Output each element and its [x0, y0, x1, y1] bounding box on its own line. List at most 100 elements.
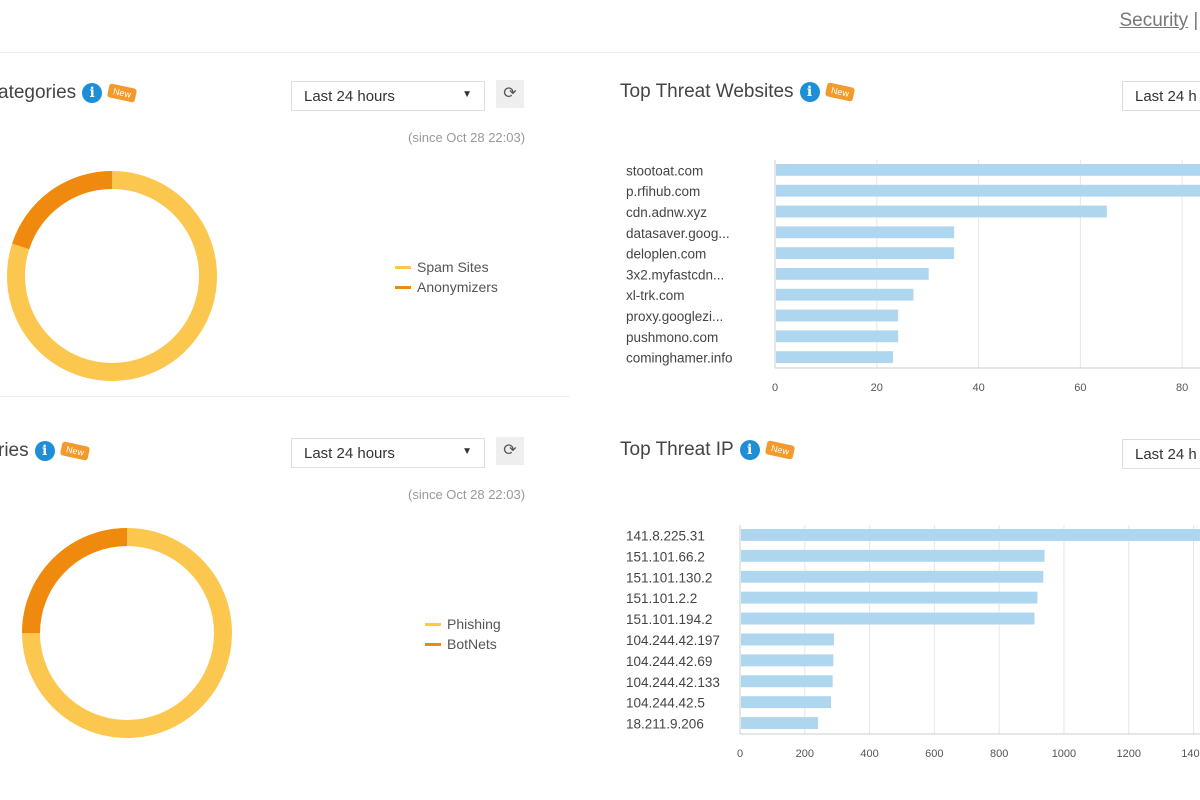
- time-range-select[interactable]: Last 24 hours ▼: [291, 81, 485, 111]
- x-tick-label: 40: [972, 382, 984, 394]
- legend-swatch: [425, 642, 441, 646]
- donut-chart: [22, 528, 232, 738]
- category-label: 151.101.130.2: [626, 570, 712, 585]
- panel-title: ategories i New: [0, 82, 138, 104]
- top-websites-chart: 0 20 40 60 80 stootoat.com p.rfihub.com cdn.adn…: [626, 160, 1200, 394]
- time-range-select[interactable]: Last 24 hours ▼: [291, 438, 485, 468]
- bar: [776, 247, 955, 259]
- category-label: 104.244.42.5: [626, 696, 705, 711]
- category-label: 104.244.42.197: [626, 633, 720, 648]
- legend-label: Phishing: [447, 616, 501, 632]
- donut-slice-botnets: [22, 528, 232, 738]
- bar: [776, 164, 1200, 176]
- chevron-down-icon: ▼: [462, 89, 472, 100]
- refresh-icon: ⟳: [503, 442, 517, 459]
- chevron-down-icon: ▼: [462, 446, 472, 457]
- select-value: Last 24 h: [1135, 446, 1197, 463]
- refresh-button[interactable]: ⟳: [496, 80, 524, 108]
- panel-title-text: Top Threat IP: [620, 439, 734, 460]
- panel-title: Top Threat IP i New: [620, 439, 795, 461]
- top-nav: Security | Ma: [1119, 10, 1200, 32]
- x-tick-label: 0: [772, 382, 778, 394]
- legend-label: Spam Sites: [417, 259, 489, 275]
- bar: [776, 309, 899, 322]
- bar: [741, 654, 834, 667]
- refresh-button[interactable]: ⟳: [496, 437, 524, 465]
- category-label: proxy.googlezi...: [626, 309, 723, 324]
- refresh-icon: ⟳: [503, 85, 517, 102]
- since-label: (since Oct 28 22:03): [408, 487, 526, 502]
- category-label: 141.8.225.31: [626, 528, 705, 543]
- x-tick-label: 600: [925, 748, 943, 760]
- x-tick-label: 1400: [1181, 748, 1200, 760]
- panel-title-text: ries: [0, 440, 29, 461]
- bar: [741, 570, 1044, 583]
- new-badge: New: [764, 440, 795, 460]
- bar: [741, 717, 819, 729]
- x-tick-label: 0: [737, 748, 743, 760]
- bar: [741, 612, 1035, 625]
- bar: [741, 549, 1045, 562]
- bar: [776, 205, 1107, 218]
- category-label: 3x2.myfastcdn...: [626, 267, 724, 282]
- info-icon[interactable]: i: [34, 441, 55, 461]
- category-label: 104.244.42.133: [626, 675, 720, 690]
- panel-title: Top Threat Websites i New: [620, 81, 855, 103]
- category-label: 151.101.66.2: [626, 549, 705, 564]
- bar: [741, 675, 833, 688]
- time-range-select[interactable]: Last 24 h: [1122, 439, 1200, 469]
- top-ip-chart: 0 200 400 600 800 1000 1200 1400 141.8.225.31 151…: [626, 525, 1200, 760]
- legend-item[interactable]: Phishing: [425, 616, 501, 632]
- x-tick-label: 200: [796, 748, 814, 760]
- x-tick-label: 1000: [1052, 748, 1076, 760]
- info-icon[interactable]: i: [799, 82, 820, 102]
- categories-panel: [0, 60, 570, 397]
- category-label: cdn.adnw.xyz: [626, 205, 707, 220]
- category-label: p.rfihub.com: [626, 184, 700, 199]
- category-label: cominghamer.info: [626, 351, 733, 366]
- legend-swatch: [425, 622, 441, 626]
- new-badge: New: [107, 83, 138, 103]
- legend-item[interactable]: Anonymizers: [395, 279, 498, 295]
- x-tick-label: 60: [1074, 382, 1086, 394]
- legend-label: Anonymizers: [417, 279, 498, 295]
- category-label: 18.211.9.206: [626, 717, 704, 732]
- panel-title: ries i New: [0, 440, 90, 462]
- info-icon[interactable]: i: [82, 83, 103, 103]
- bar: [776, 226, 955, 239]
- select-value: Last 24 h: [1135, 88, 1197, 105]
- x-tick-label: 1200: [1116, 748, 1140, 760]
- new-badge: New: [59, 441, 90, 461]
- x-tick-label: 20: [871, 382, 883, 394]
- legend-item[interactable]: Spam Sites: [395, 259, 498, 275]
- donut-chart: [7, 171, 217, 381]
- bar: [741, 633, 834, 646]
- bar: [776, 351, 894, 363]
- security-link[interactable]: Security: [1119, 10, 1189, 31]
- category-label: 104.244.42.69: [626, 654, 712, 669]
- x-tick-label: 400: [860, 748, 878, 760]
- info-icon[interactable]: i: [739, 440, 760, 460]
- legend-label: BotNets: [447, 636, 497, 652]
- legend-item[interactable]: BotNets: [425, 636, 501, 652]
- separator: |: [1193, 10, 1199, 31]
- bar: [776, 288, 914, 301]
- category-label: stootoat.com: [626, 163, 703, 178]
- category-label: 151.101.194.2: [626, 612, 712, 627]
- panel-title-text: ategories: [0, 82, 77, 103]
- bar: [776, 330, 899, 343]
- bar: [741, 696, 832, 709]
- select-value: Last 24 hours: [304, 445, 395, 462]
- bar: [741, 591, 1038, 604]
- legend-swatch: [395, 265, 411, 269]
- legend: Phishing BotNets: [425, 616, 501, 656]
- x-tick-label: 80: [1176, 382, 1188, 394]
- time-range-select[interactable]: Last 24 h: [1122, 81, 1200, 111]
- category-label: deloplen.com: [626, 247, 706, 262]
- since-label: (since Oct 28 22:03): [408, 130, 526, 145]
- x-tick-label: 800: [990, 748, 1008, 760]
- new-badge: New: [824, 82, 855, 102]
- bar: [776, 184, 1200, 197]
- panel-title-text: Top Threat Websites: [620, 81, 794, 102]
- select-value: Last 24 hours: [304, 88, 395, 105]
